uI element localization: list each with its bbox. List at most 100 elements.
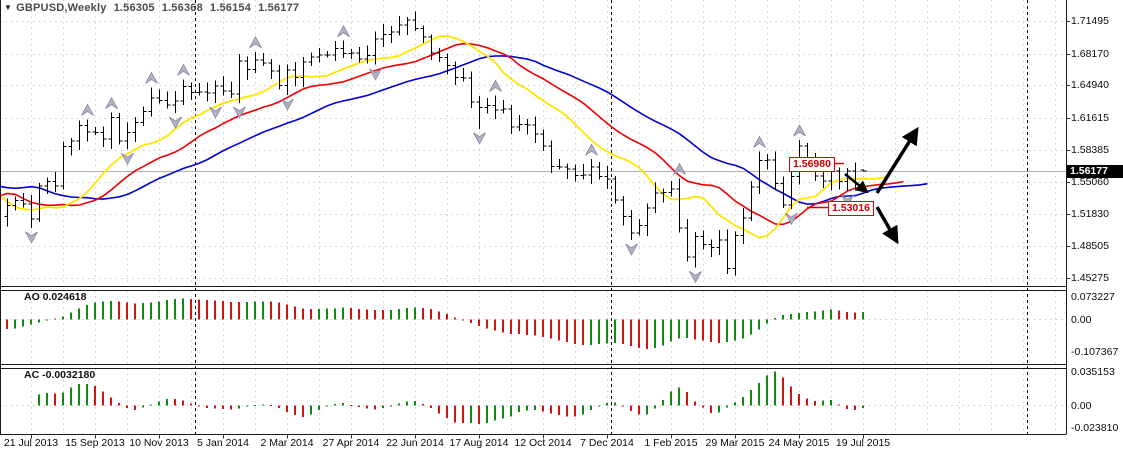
ao-histogram-bar xyxy=(190,299,192,320)
ohlc-bar xyxy=(124,122,131,150)
ac-histogram-bar xyxy=(822,400,824,406)
ac-histogram-bar xyxy=(310,405,312,415)
ao-histogram-bar xyxy=(126,302,128,320)
x-axis-label: 15 Sep 2013 xyxy=(65,437,125,449)
ohlc-bar xyxy=(356,47,363,63)
ohlc-bar xyxy=(612,176,619,204)
ac-histogram-bar xyxy=(686,392,688,406)
ohlc-bar xyxy=(692,232,699,268)
ao-histogram-bar xyxy=(6,319,8,330)
ac-histogram-bar xyxy=(294,405,296,416)
fractal-up-icon xyxy=(177,63,190,76)
trend-arrow[interactable] xyxy=(875,126,919,194)
ao-histogram-bar xyxy=(798,312,800,320)
symbol-dropdown-icon[interactable]: ▼ xyxy=(4,3,13,12)
ao-histogram-bar xyxy=(182,298,184,320)
ao-histogram-bar xyxy=(486,319,488,329)
ao-histogram-bar xyxy=(158,301,160,320)
ac-histogram-bar xyxy=(54,393,56,406)
ao-histogram-bar xyxy=(814,311,816,320)
ohlc-bar xyxy=(284,64,291,95)
x-axis-label: 29 Mar 2015 xyxy=(705,437,765,449)
ohlc-bar xyxy=(292,61,299,87)
price-flag-1[interactable]: 1.56980 xyxy=(789,157,835,172)
ao-histogram-bar xyxy=(414,307,416,320)
ac-histogram-bar xyxy=(782,377,784,406)
ohlc-bar xyxy=(540,129,547,151)
ao-histogram-bar xyxy=(542,319,544,337)
ao-current-value: 0.024618 xyxy=(42,291,87,303)
ao-histogram-bar xyxy=(598,319,600,345)
ac-histogram-bar xyxy=(662,400,664,406)
ac-histogram-bar xyxy=(614,402,616,406)
ao-histogram-bar xyxy=(358,308,360,320)
ohlc-bar xyxy=(212,80,219,103)
ao-histogram-bar xyxy=(366,309,368,320)
ao-histogram-bar xyxy=(86,305,88,320)
fractal-up-icon xyxy=(793,124,806,137)
ohlc-bar xyxy=(476,96,483,129)
fractal-down-icon xyxy=(25,231,38,244)
ac-histogram-bar xyxy=(278,405,280,409)
x-axis-label: 24 May 2015 xyxy=(768,437,830,449)
ao-histogram-bar xyxy=(350,308,352,320)
trend-arrow[interactable] xyxy=(875,206,899,245)
ac-histogram-bar xyxy=(742,396,744,406)
ohlc-bar xyxy=(508,105,515,134)
ao-histogram-bar xyxy=(118,301,120,320)
ac-histogram-bar xyxy=(478,405,480,425)
ac-name: AC xyxy=(24,369,40,381)
ao-histogram-bar xyxy=(166,300,168,320)
fractal-up-icon xyxy=(489,79,502,92)
ohlc-bar xyxy=(92,127,99,136)
ac-histogram-bar xyxy=(726,405,728,408)
ao-histogram-bar xyxy=(782,315,784,320)
ao-histogram-bar xyxy=(270,301,272,320)
ohlc-bar xyxy=(764,154,771,170)
ao-histogram-bar xyxy=(614,319,616,344)
ohlc-bar xyxy=(572,164,579,182)
ohlc-bar xyxy=(308,52,315,67)
ohlc-bar xyxy=(788,172,795,210)
ohlc-bar xyxy=(108,112,115,150)
ao-histogram-bar xyxy=(246,301,248,320)
x-axis-label: 19 Jul 2015 xyxy=(835,437,891,449)
ohlc-bar xyxy=(140,106,147,127)
ac-histogram-bar xyxy=(86,384,88,406)
price-flag-2[interactable]: 1.53016 xyxy=(828,201,874,216)
ohlc-bar xyxy=(188,82,195,100)
ao-histogram-bar xyxy=(310,309,312,320)
ac-histogram-bar xyxy=(510,405,512,417)
ohlc-bar xyxy=(388,25,395,43)
ac-histogram-bar xyxy=(94,385,96,406)
ao-histogram-bar xyxy=(854,312,856,320)
ac-indicator-header: AC -0.0032180 xyxy=(24,369,95,381)
ac-histogram-bar xyxy=(574,405,576,417)
ac-histogram-bar xyxy=(598,405,600,407)
ac-histogram-bar xyxy=(582,405,584,415)
y-axis-label: 1.48505 xyxy=(1071,240,1109,253)
ac-histogram-bar xyxy=(254,405,256,407)
ohlc-bar xyxy=(660,188,667,203)
ao-histogram-bar xyxy=(470,319,472,323)
ohlc-bar xyxy=(756,151,763,195)
ac-histogram-bar xyxy=(286,405,288,413)
trend-arrow[interactable] xyxy=(844,173,869,194)
ohlc-bar xyxy=(716,230,723,255)
ac-histogram-bar xyxy=(758,382,760,406)
ohlc-bar xyxy=(668,181,675,197)
ohlc-bar xyxy=(604,166,611,190)
ao-histogram-bar xyxy=(534,319,536,336)
ac-histogram-bar xyxy=(214,405,216,409)
ao-histogram-bar xyxy=(334,308,336,320)
ohlc-bar xyxy=(404,16,411,35)
ao-histogram-bar xyxy=(198,299,200,320)
quote-low: 1.56154 xyxy=(209,2,252,14)
x-axis-label: 5 Jan 2014 xyxy=(197,437,249,449)
ao-histogram-bar xyxy=(254,301,256,320)
ohlc-bar xyxy=(252,51,259,74)
ac-histogram-bar xyxy=(790,386,792,406)
ohlc-bar xyxy=(364,45,371,64)
